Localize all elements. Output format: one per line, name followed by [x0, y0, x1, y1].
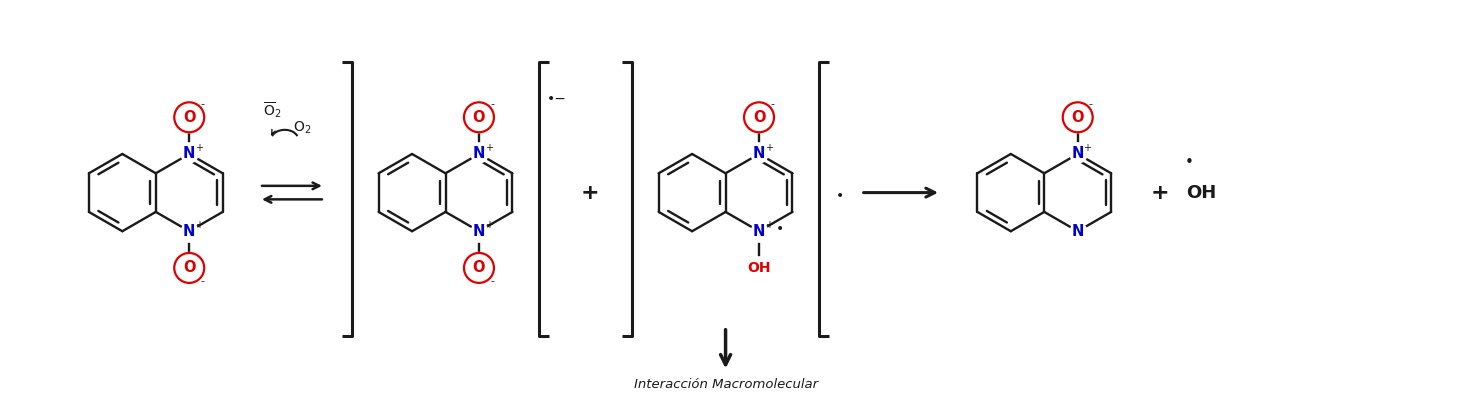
Text: $\mathrm{O}_2$: $\mathrm{O}_2$ [294, 120, 311, 136]
Text: -: - [200, 99, 205, 109]
Text: O: O [753, 110, 765, 125]
Text: O: O [473, 261, 485, 275]
Text: +: + [765, 143, 773, 153]
Text: •−: •− [547, 92, 567, 106]
Circle shape [1063, 102, 1093, 132]
Text: N: N [753, 224, 765, 239]
Text: +: + [485, 220, 492, 230]
Text: O: O [182, 110, 196, 125]
Text: •: • [835, 189, 844, 202]
Text: Interacción Macromolecular: Interacción Macromolecular [633, 378, 817, 391]
Text: N: N [473, 147, 485, 162]
Text: N: N [473, 224, 485, 239]
Text: +: + [1151, 183, 1170, 203]
Text: N: N [1072, 147, 1084, 162]
Text: N: N [753, 147, 765, 162]
Text: +: + [194, 220, 203, 230]
Text: +: + [194, 143, 203, 153]
Text: -: - [200, 276, 205, 286]
Text: -: - [1089, 99, 1093, 109]
Text: -: - [770, 99, 774, 109]
Text: +: + [765, 220, 773, 230]
Text: +: + [581, 183, 599, 203]
Text: N: N [182, 224, 196, 239]
Circle shape [744, 102, 774, 132]
Text: OH: OH [1186, 184, 1216, 202]
Circle shape [464, 253, 494, 283]
Text: O: O [182, 261, 196, 275]
Text: •: • [1185, 155, 1194, 170]
Circle shape [175, 253, 205, 283]
Text: OH: OH [747, 261, 771, 275]
Text: N: N [182, 147, 196, 162]
Text: $\overline{\mathrm{O}}_2$: $\overline{\mathrm{O}}_2$ [262, 100, 280, 120]
Text: O: O [1071, 110, 1084, 125]
Circle shape [464, 102, 494, 132]
Text: -: - [489, 99, 494, 109]
Circle shape [175, 102, 205, 132]
Text: -: - [489, 276, 494, 286]
Text: +: + [485, 143, 492, 153]
Text: O: O [473, 110, 485, 125]
Text: •: • [776, 222, 785, 236]
Text: +: + [1084, 143, 1091, 153]
Text: N: N [1072, 224, 1084, 239]
